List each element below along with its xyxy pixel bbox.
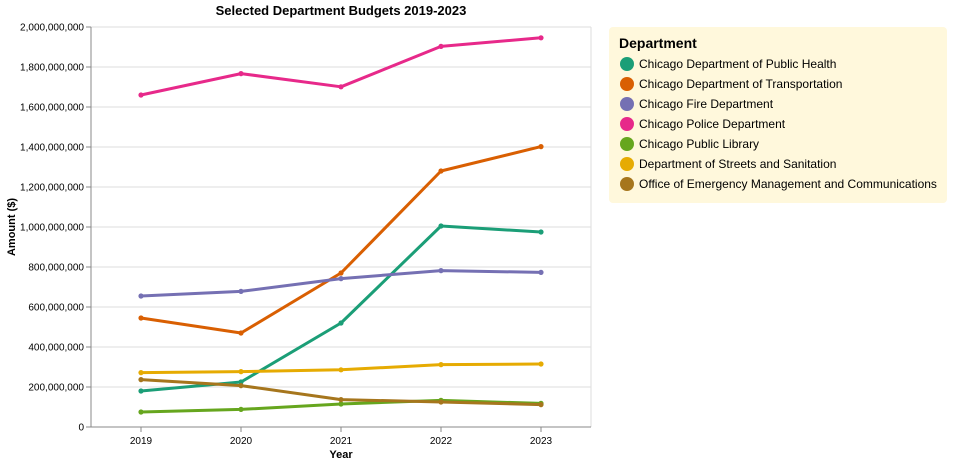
data-point[interactable] <box>538 35 544 41</box>
y-axis-title: Amount ($) <box>6 198 18 256</box>
data-point[interactable] <box>138 409 144 415</box>
data-point[interactable] <box>138 370 144 376</box>
data-point[interactable] <box>438 168 444 174</box>
x-tick-label: 2021 <box>330 436 353 447</box>
legend-swatch <box>620 137 634 151</box>
legend-background <box>609 27 947 203</box>
chart-title: Selected Department Budgets 2019-2023 <box>216 3 467 18</box>
data-point[interactable] <box>238 288 244 294</box>
data-point[interactable] <box>138 92 144 98</box>
y-tick-label: 1,600,000,000 <box>20 103 84 114</box>
legend: Department Chicago Department of Public … <box>609 27 947 203</box>
data-point[interactable] <box>338 367 344 373</box>
legend-swatch <box>620 117 634 131</box>
legend-label: Chicago Department of Transportation <box>639 77 842 91</box>
data-point[interactable] <box>238 406 244 412</box>
legend-label: Chicago Fire Department <box>639 97 774 111</box>
y-tick-label: 1,000,000,000 <box>20 223 84 234</box>
data-point[interactable] <box>538 402 544 408</box>
legend-swatch <box>620 97 634 111</box>
data-point[interactable] <box>138 293 144 299</box>
legend-item[interactable]: Department of Streets and Sanitation <box>620 157 836 171</box>
series-1 <box>138 144 544 336</box>
data-point[interactable] <box>438 399 444 405</box>
axes: 0 200,000,000 400,000,000 600,000,000 800,00… <box>20 23 591 447</box>
legend-swatch <box>620 57 634 71</box>
x-axis-title: Year <box>329 449 353 461</box>
data-point[interactable] <box>238 71 244 77</box>
data-point[interactable] <box>238 383 244 389</box>
data-point[interactable] <box>538 361 544 367</box>
legend-label: Chicago Department of Public Health <box>639 57 836 71</box>
legend-item[interactable]: Chicago Police Department <box>620 117 786 131</box>
data-point[interactable] <box>538 144 544 150</box>
legend-label: Office of Emergency Management and Commu… <box>639 177 937 191</box>
data-point[interactable] <box>538 269 544 275</box>
data-point[interactable] <box>338 397 344 403</box>
y-tick-label: 2,000,000,000 <box>20 23 84 34</box>
y-tick-label: 600,000,000 <box>28 303 84 314</box>
legend-item[interactable]: Office of Emergency Management and Commu… <box>620 177 937 191</box>
legend-title: Department <box>619 35 697 51</box>
data-point[interactable] <box>338 320 344 326</box>
legend-swatch <box>620 177 634 191</box>
data-point[interactable] <box>338 270 344 276</box>
x-tick-label: 2019 <box>130 436 153 447</box>
legend-item[interactable]: Chicago Fire Department <box>620 97 774 111</box>
y-tick-label: 1,400,000,000 <box>20 143 84 154</box>
x-tick-label: 2020 <box>230 436 253 447</box>
series-line <box>139 224 543 393</box>
legend-item[interactable]: Chicago Department of Transportation <box>620 77 842 91</box>
y-tick-label: 400,000,000 <box>28 343 84 354</box>
series <box>138 35 544 415</box>
series-3 <box>138 35 544 98</box>
series-line <box>139 145 543 335</box>
data-point[interactable] <box>138 315 144 321</box>
data-point[interactable] <box>438 268 444 274</box>
legend-label: Department of Streets and Sanitation <box>639 157 836 171</box>
y-tick-label: 0 <box>78 423 84 434</box>
data-point[interactable] <box>238 379 244 385</box>
data-point[interactable] <box>238 330 244 336</box>
y-tick-label: 200,000,000 <box>28 383 84 394</box>
series-2 <box>138 268 544 299</box>
legend-label: Chicago Police Department <box>639 117 786 131</box>
x-tick-label: 2022 <box>430 436 453 447</box>
legend-item[interactable]: Chicago Public Library <box>620 137 759 151</box>
data-point[interactable] <box>138 388 144 394</box>
legend-swatch <box>620 77 634 91</box>
series-5 <box>138 361 544 376</box>
data-point[interactable] <box>338 401 344 407</box>
y-tick-label: 1,200,000,000 <box>20 183 84 194</box>
data-point[interactable] <box>438 43 444 50</box>
legend-label: Chicago Public Library <box>639 137 759 151</box>
x-tick-label: 2023 <box>530 436 553 447</box>
legend-item[interactable]: Chicago Department of Public Health <box>620 57 836 71</box>
series-6 <box>138 377 544 408</box>
legend-swatch <box>620 157 634 171</box>
data-point[interactable] <box>438 362 444 368</box>
data-point[interactable] <box>338 84 344 90</box>
y-tick-label: 1,800,000,000 <box>20 63 84 74</box>
data-point[interactable] <box>538 229 544 235</box>
data-point[interactable] <box>338 276 344 282</box>
data-point[interactable] <box>438 223 444 229</box>
data-point[interactable] <box>238 369 244 375</box>
y-tick-label: 800,000,000 <box>28 263 84 274</box>
data-point[interactable] <box>138 377 144 383</box>
